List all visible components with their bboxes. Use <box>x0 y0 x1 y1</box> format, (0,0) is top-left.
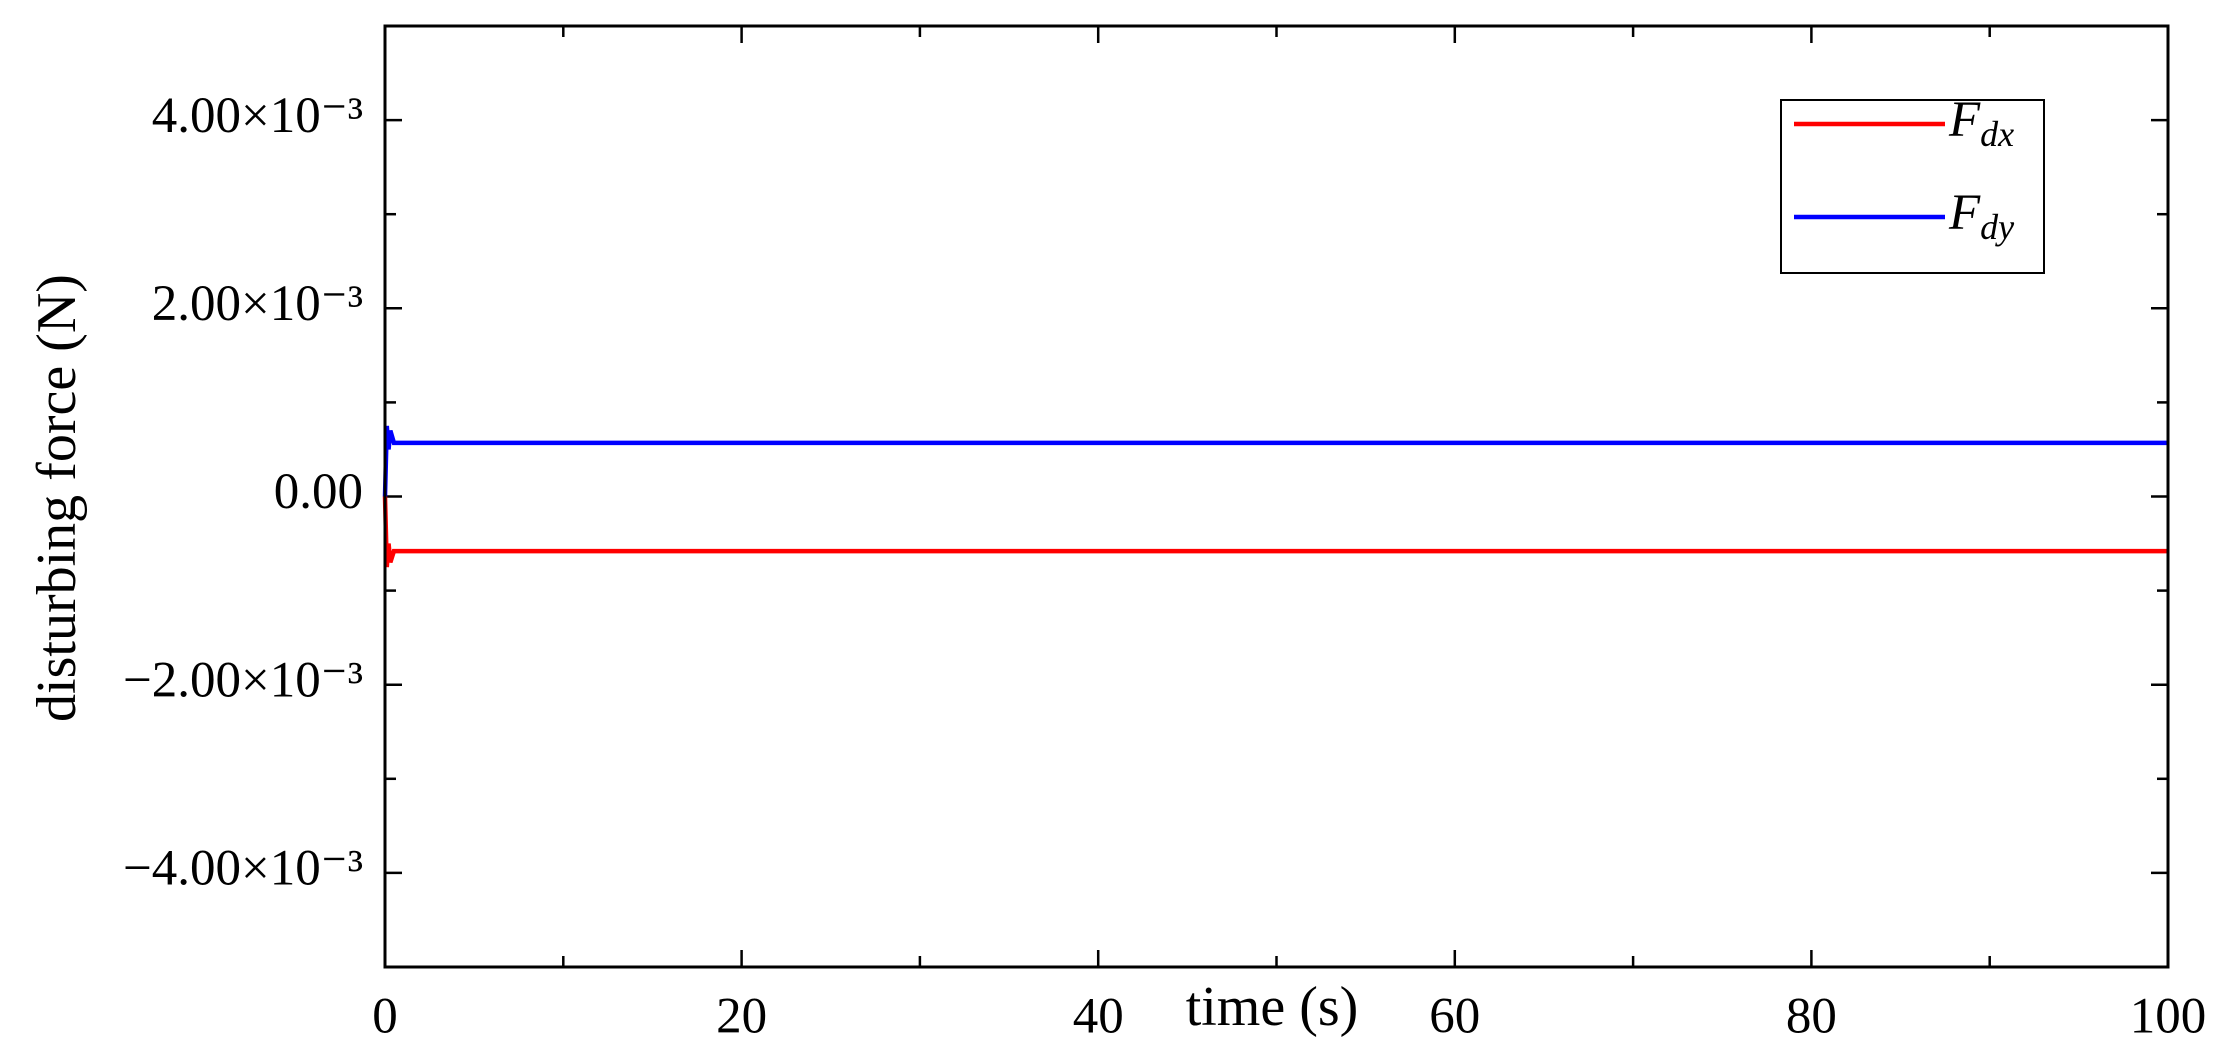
legend-label: Fdy <box>1948 185 2014 248</box>
plot-frame <box>383 24 2170 969</box>
y-tick-label: 0.00 <box>274 464 363 520</box>
x-tick-label: 0 <box>372 989 398 1045</box>
y-tick-label: −4.00×10⁻³ <box>123 841 363 897</box>
x-tick-label: 100 <box>2130 989 2207 1045</box>
y-tick-label: −2.00×10⁻³ <box>123 652 363 708</box>
x-axis-label: time (s) <box>1186 976 1359 1038</box>
legend-label: Fdx <box>1948 92 2014 155</box>
legend-box <box>1780 99 2045 274</box>
x-tick-label: 60 <box>1429 989 1480 1045</box>
data-line <box>382 425 2168 497</box>
x-tick-label: 40 <box>1073 989 1124 1045</box>
y-tick-label: 2.00×10⁻³ <box>152 276 363 332</box>
y-tick-label: 4.00×10⁻³ <box>152 88 363 144</box>
x-tick-label: 20 <box>716 989 767 1045</box>
y-axis-label: disturbing force (N) <box>26 274 88 722</box>
data-line <box>382 496 2168 568</box>
x-tick-label: 80 <box>1786 989 1837 1045</box>
